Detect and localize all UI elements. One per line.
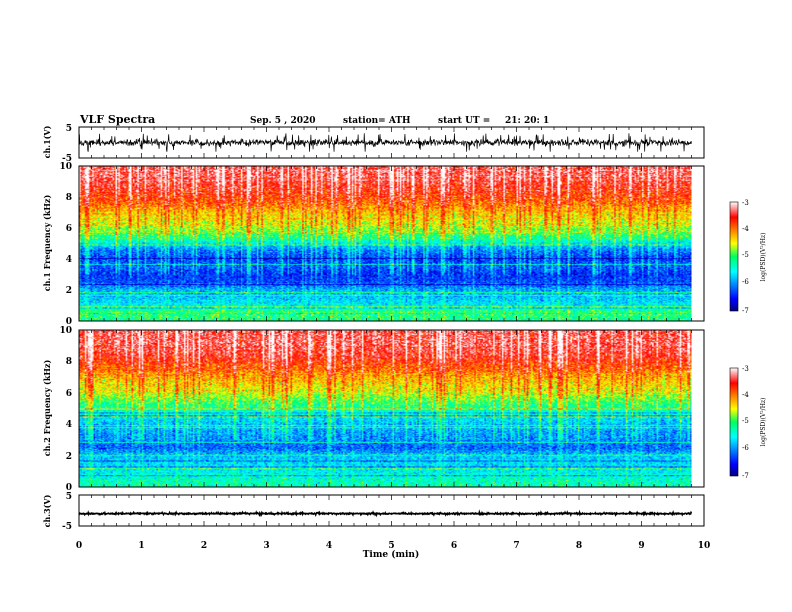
header-start-label: start UT = bbox=[438, 116, 490, 126]
header-date: Sep. 5 , 2020 bbox=[250, 116, 316, 126]
ch1-spectrogram-yticks: 0 2 4 6 8 10 bbox=[59, 162, 72, 327]
ch2-spectrogram-ylabel: ch.2 Frequency (kHz) bbox=[42, 360, 52, 457]
spec2-ytick-4: 4 bbox=[66, 420, 72, 430]
cb2-tick-minus3: -3 bbox=[742, 365, 749, 373]
ch1-colorbar-label: log(PSD)(V²/Hz) bbox=[760, 233, 767, 282]
ch2-spectrogram-image bbox=[79, 330, 692, 487]
ch3-waveform-line bbox=[78, 509, 693, 518]
ch1-waveform-trace bbox=[78, 133, 692, 152]
ch2-colorbar-scale bbox=[729, 367, 739, 477]
xtick-10: 10 bbox=[698, 541, 711, 551]
ch1-spectrogram-panel: 0 2 4 6 8 10 ch.1 Frequency (kHz) bbox=[42, 162, 705, 327]
ch3-waveform-trace bbox=[78, 509, 693, 518]
spec2-ytick-2: 2 bbox=[66, 452, 72, 462]
xtick-7: 7 bbox=[513, 541, 519, 551]
x-axis-label: Time (min) bbox=[363, 549, 420, 560]
figure-title: VLF Spectra bbox=[79, 113, 155, 126]
spec2-ytick-10: 10 bbox=[59, 326, 72, 336]
spec1-ytick-0: 0 bbox=[66, 317, 72, 327]
ch1-colorbar-scale bbox=[729, 201, 739, 312]
ch3-waveform-ylabel: ch.3(V) bbox=[42, 494, 52, 527]
xtick-6: 6 bbox=[451, 541, 457, 551]
time-minor-ticks bbox=[78, 127, 705, 526]
xtick-5: 5 bbox=[388, 541, 394, 551]
spec1-ytick-8: 8 bbox=[66, 193, 72, 203]
ch3-ytick-top: 5 bbox=[66, 492, 72, 502]
ch1-spectrogram-ylabel: ch.1 Frequency (kHz) bbox=[42, 195, 52, 292]
spec2-ytick-6: 6 bbox=[66, 389, 72, 399]
cb1-tick-minus6: -6 bbox=[742, 278, 749, 286]
ch2-colorbar-label: log(PSD)(V²/Hz) bbox=[760, 398, 767, 447]
spec1-ytick-4: 4 bbox=[66, 255, 72, 265]
cb2-tick-minus6: -6 bbox=[742, 444, 749, 452]
spec1-ytick-2: 2 bbox=[66, 286, 72, 296]
xtick-9: 9 bbox=[638, 541, 644, 551]
cb2-tick-minus4: -4 bbox=[742, 391, 749, 399]
header-start-time: 21: 20: 1 bbox=[505, 116, 549, 126]
xtick-3: 3 bbox=[263, 541, 269, 551]
cb1-tick-minus4: -4 bbox=[742, 225, 749, 233]
spec2-ytick-8: 8 bbox=[66, 357, 72, 367]
ch1-waveform-line bbox=[78, 133, 692, 152]
ch1-waveform-ylabel: ch.1(V) bbox=[42, 125, 52, 158]
xtick-1: 1 bbox=[138, 541, 144, 551]
ch3-ytick-bottom: -5 bbox=[62, 522, 72, 532]
xtick-8: 8 bbox=[576, 541, 582, 551]
spec1-ytick-6: 6 bbox=[66, 224, 72, 234]
ch2-colorbar: -3 -4 -5 -6 -7 log(PSD)(V²/Hz) bbox=[729, 365, 767, 480]
ch1-colorbar: -3 -4 -5 -6 -7 log(PSD)(V²/Hz) bbox=[729, 199, 767, 315]
ch1-spectrogram-image bbox=[79, 166, 692, 321]
header-station: station= ATH bbox=[343, 116, 411, 126]
x-axis-tick-labels: 0 1 2 3 4 5 6 7 8 9 10 bbox=[76, 541, 710, 551]
spec2-ytick-0: 0 bbox=[66, 483, 72, 493]
xtick-4: 4 bbox=[326, 541, 332, 551]
cb1-tick-minus3: -3 bbox=[742, 199, 749, 207]
ch2-spectrogram-panel: 0 2 4 6 8 10 ch.2 Frequency (kHz) bbox=[42, 326, 705, 493]
ch2-spectrogram-yticks: 0 2 4 6 8 10 bbox=[59, 326, 72, 493]
cb2-tick-minus7: -7 bbox=[742, 472, 749, 480]
spec1-ytick-10: 10 bbox=[59, 162, 72, 172]
xtick-0: 0 bbox=[76, 541, 82, 551]
cb1-tick-minus5: -5 bbox=[742, 251, 749, 259]
cb1-tick-minus7: -7 bbox=[742, 307, 749, 315]
xtick-2: 2 bbox=[201, 541, 207, 551]
ch1-ytick-bottom: -5 bbox=[62, 154, 72, 164]
cb2-tick-minus5: -5 bbox=[742, 417, 749, 425]
ch1-ytick-top: 5 bbox=[66, 124, 72, 134]
